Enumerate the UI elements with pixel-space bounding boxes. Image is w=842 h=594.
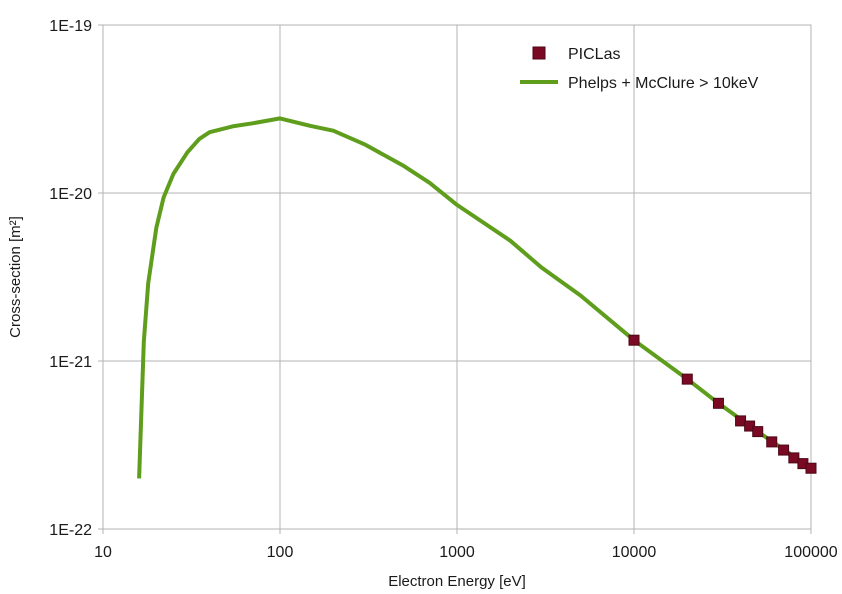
y-tick-label: 1E-19 [49, 18, 92, 35]
series-line-group [137, 116, 813, 479]
x-tick-label: 10 [94, 544, 112, 561]
legend: PICLas Phelps + McClure > 10keV [520, 46, 759, 92]
plot-area-border [102, 24, 812, 530]
x-axis-title: Electron Energy [eV] [388, 573, 526, 590]
data-point-piclas [766, 436, 778, 448]
legend-marker-piclas [532, 46, 546, 60]
y-tick-label: 1E-21 [49, 354, 92, 371]
data-point-piclas [628, 334, 640, 346]
data-point-piclas [778, 444, 790, 456]
y-axis-title: Cross-section [m²] [7, 216, 24, 338]
data-point-piclas [752, 426, 764, 438]
data-point-piclas [681, 373, 693, 385]
data-point-piclas [805, 462, 817, 474]
series-markers-group [628, 334, 817, 474]
x-tick-label: 100000 [784, 544, 837, 561]
data-point-piclas [744, 420, 756, 432]
series-line-phelps-mcclure [137, 116, 813, 479]
x-tick-labels: 10 100 1000 10000 100000 [94, 544, 838, 561]
y-tick-label: 1E-22 [49, 522, 92, 539]
x-tick-label: 100 [267, 544, 294, 561]
data-point-piclas [788, 452, 800, 464]
y-tick-label: 1E-20 [49, 186, 92, 203]
legend-label-piclas: PICLas [568, 46, 620, 63]
grid [98, 24, 812, 534]
legend-label-phelps: Phelps + McClure > 10keV [568, 75, 759, 92]
data-point-piclas [712, 397, 724, 409]
x-tick-label: 10000 [612, 544, 657, 561]
x-tick-label: 1000 [439, 544, 475, 561]
data-point-piclas [735, 415, 747, 427]
y-tick-labels: 1E-22 1E-21 1E-20 1E-19 [49, 18, 92, 539]
